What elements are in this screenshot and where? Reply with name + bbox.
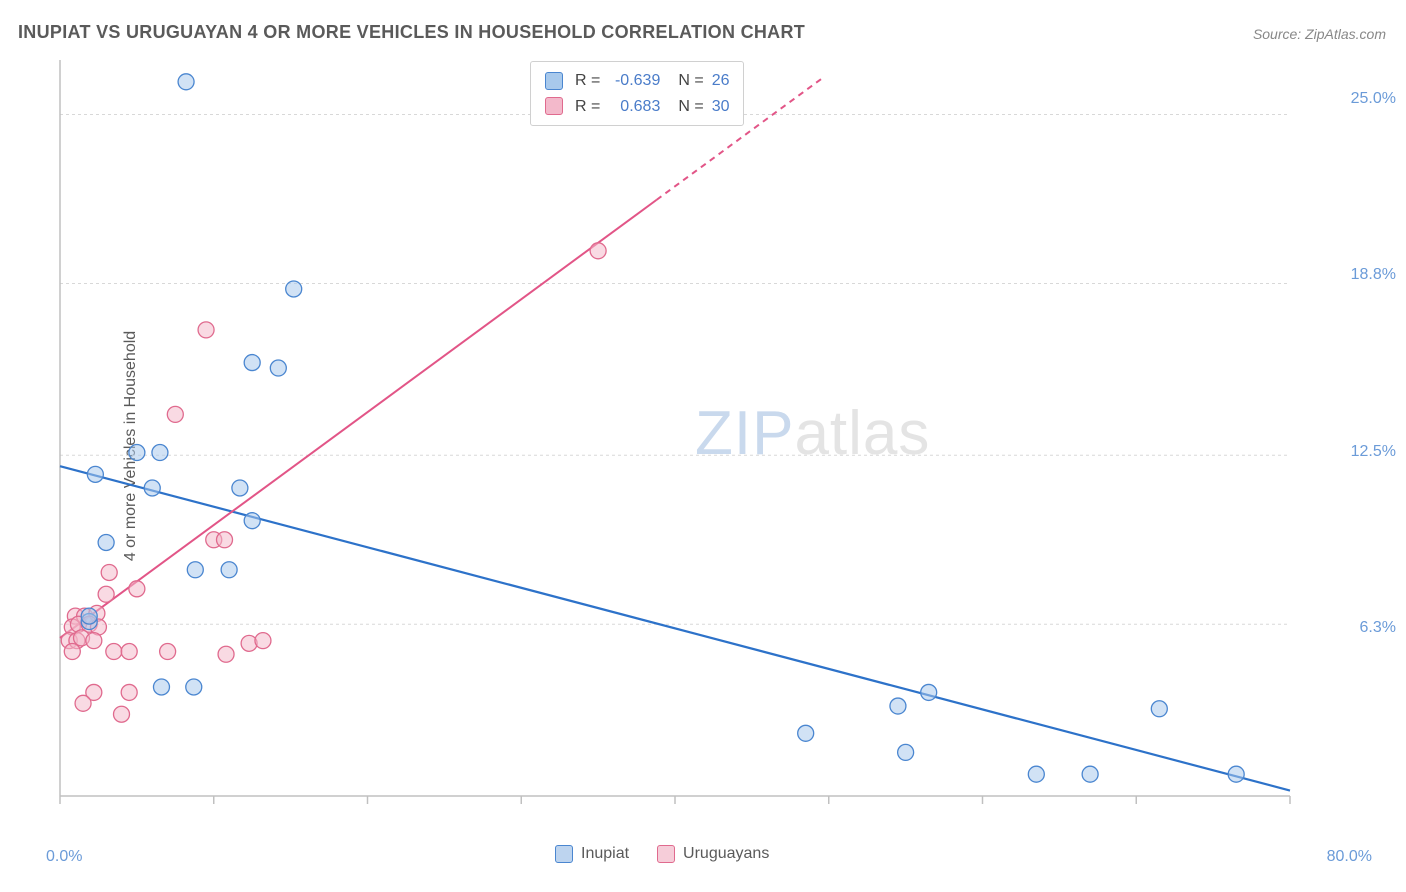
legend-item-uruguayans: Uruguayans — [657, 845, 769, 863]
x-tick-80: 80.0% — [1327, 848, 1372, 866]
legend-series: Inupiat Uruguayans — [555, 845, 769, 863]
legend-swatch-inupiat — [545, 72, 563, 90]
x-tick-0: 0.0% — [46, 848, 82, 866]
scatter-plot-svg — [55, 58, 1350, 828]
legend-swatch-uruguayans-bottom — [657, 845, 675, 863]
chart-container: INUPIAT VS URUGUAYAN 4 OR MORE VEHICLES … — [0, 0, 1406, 892]
y-tick-25: 25.0% — [1351, 90, 1396, 108]
legend-swatch-inupiat-bottom — [555, 845, 573, 863]
n-value-1: 30 — [712, 94, 730, 120]
n-label: N = — [678, 94, 703, 120]
r-value-0: -0.639 — [608, 68, 660, 94]
legend-swatch-uruguayans — [545, 97, 563, 115]
chart-source: Source: ZipAtlas.com — [1253, 26, 1386, 42]
y-tick-12-5: 12.5% — [1351, 443, 1396, 461]
n-label: N = — [678, 68, 703, 94]
chart-title: INUPIAT VS URUGUAYAN 4 OR MORE VEHICLES … — [18, 22, 805, 43]
y-tick-18-8: 18.8% — [1351, 266, 1396, 284]
legend-stats-row-0: R = -0.639 N = 26 — [545, 68, 729, 94]
legend-label-inupiat: Inupiat — [581, 845, 629, 863]
r-label: R = — [575, 68, 600, 94]
legend-label-uruguayans: Uruguayans — [683, 845, 769, 863]
n-value-0: 26 — [712, 68, 730, 94]
legend-stats-row-1: R = 0.683 N = 30 — [545, 94, 729, 120]
legend-stats: R = -0.639 N = 26 R = 0.683 N = 30 — [530, 61, 744, 126]
y-tick-6-3: 6.3% — [1360, 619, 1396, 637]
plot-area: ZIPatlas R = -0.639 N = 26 R = 0.683 N =… — [55, 58, 1350, 828]
r-label: R = — [575, 94, 600, 120]
legend-item-inupiat: Inupiat — [555, 845, 629, 863]
r-value-1: 0.683 — [608, 94, 660, 120]
